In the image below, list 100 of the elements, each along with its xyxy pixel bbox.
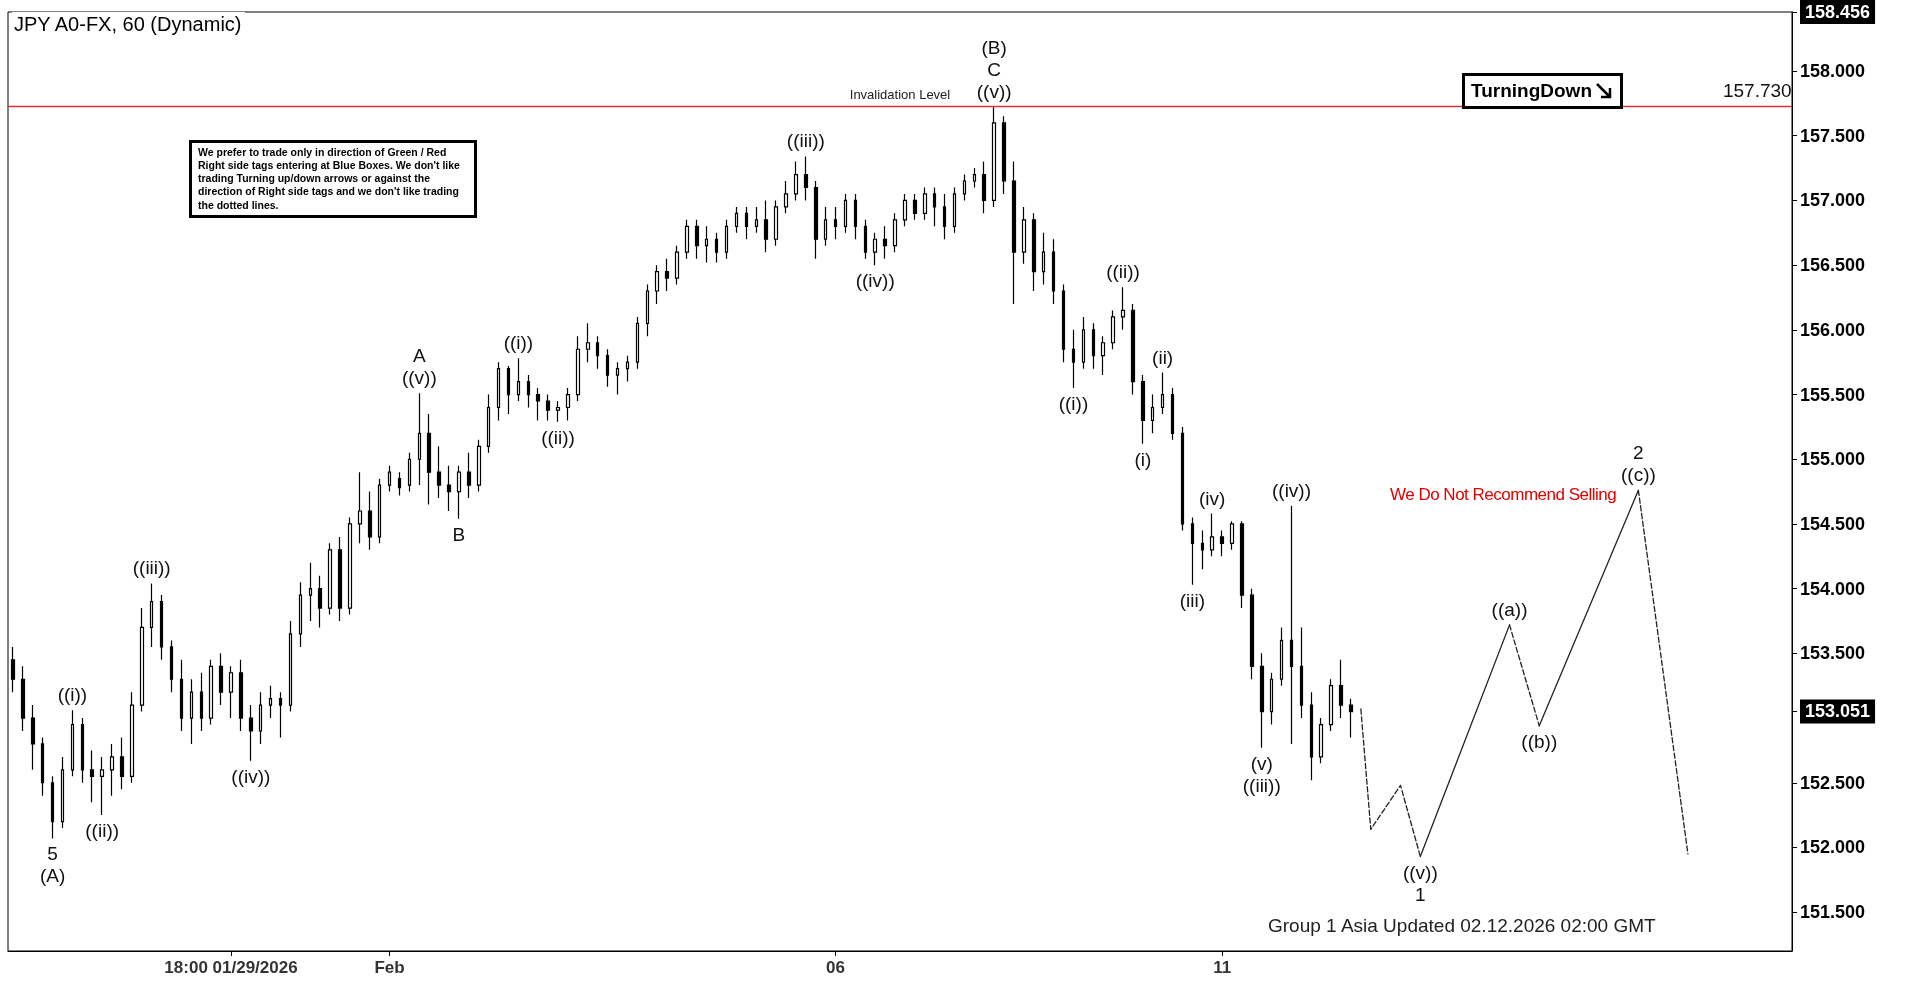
candlestick bbox=[109, 743, 115, 797]
candlestick bbox=[714, 232, 719, 264]
candlestick bbox=[1081, 316, 1086, 370]
candlestick bbox=[635, 316, 640, 370]
candlestick bbox=[367, 490, 373, 551]
candlestick bbox=[387, 465, 392, 493]
candlestick bbox=[417, 392, 422, 486]
annotation: (iv) bbox=[1199, 487, 1226, 509]
candlestick bbox=[863, 219, 868, 260]
candlestick bbox=[70, 709, 75, 777]
candlestick bbox=[347, 516, 353, 616]
candlestick bbox=[317, 575, 323, 629]
candlestick bbox=[327, 542, 333, 616]
candlestick bbox=[1249, 588, 1255, 680]
candlestick bbox=[783, 180, 789, 214]
annotation: We Do Not Recommend Selling bbox=[1390, 485, 1617, 504]
x-tick-label: 11 bbox=[1213, 958, 1232, 977]
candlestick bbox=[238, 659, 244, 732]
y-tick-label: 155.500 bbox=[1800, 384, 1866, 405]
candlestick bbox=[882, 225, 888, 260]
candlestick bbox=[902, 193, 908, 227]
candlestick bbox=[1140, 374, 1146, 445]
candlestick bbox=[337, 536, 343, 622]
annotation: ((v)) bbox=[976, 81, 1012, 103]
candlestick bbox=[684, 219, 690, 260]
annotation: ((i)) bbox=[503, 332, 534, 354]
annotation: ((v)) bbox=[401, 367, 437, 389]
candlestick bbox=[1021, 206, 1027, 265]
candlestick bbox=[981, 161, 987, 214]
candlestick bbox=[1219, 529, 1225, 557]
annotation: TurningDown bbox=[1471, 79, 1593, 103]
candlestick bbox=[397, 471, 402, 497]
annotation: ((a)) bbox=[1491, 598, 1528, 620]
candlestick bbox=[1180, 426, 1185, 532]
candlestick bbox=[208, 659, 214, 726]
candlestick bbox=[1309, 691, 1314, 781]
candlestick bbox=[991, 106, 997, 208]
annotation: We prefer to trade only in direction of Green / Red Right side tags entering at Blue Boxes. We don't like trading Turning up/down arrows or against the direction of Right side tags and we don't like trading the dotted lines. bbox=[198, 146, 460, 211]
candlestick bbox=[199, 672, 204, 732]
candlestick bbox=[1239, 520, 1245, 609]
candlestick bbox=[1041, 232, 1046, 286]
y-tick-label: 153.051 bbox=[1805, 701, 1871, 722]
annotation: ((ii)) bbox=[541, 426, 575, 448]
candlestick bbox=[99, 756, 105, 816]
candlestick bbox=[149, 582, 154, 648]
candlestick bbox=[1170, 387, 1175, 441]
candlestick bbox=[1110, 309, 1116, 350]
candlestick bbox=[268, 685, 273, 719]
annotation: (iii) bbox=[1179, 589, 1206, 611]
candlestick bbox=[1269, 672, 1274, 726]
candlestick bbox=[942, 193, 947, 240]
candlestick bbox=[555, 400, 561, 423]
annotation: (B) bbox=[981, 37, 1007, 59]
candlestick bbox=[10, 646, 16, 693]
candlestick bbox=[496, 361, 501, 422]
candlestick bbox=[506, 365, 511, 415]
candlestick bbox=[1011, 161, 1017, 305]
annotation: Group 1 Asia Updated 02.12.2026 02:00 GMT bbox=[1268, 915, 1656, 936]
candlestick bbox=[1091, 322, 1096, 370]
candlestick bbox=[1259, 652, 1265, 749]
candlestick bbox=[288, 620, 293, 713]
candlestick bbox=[80, 717, 85, 784]
candlestick bbox=[625, 355, 630, 383]
annotation: 1 bbox=[1415, 883, 1426, 905]
candlestick bbox=[704, 225, 709, 264]
candlestick bbox=[952, 186, 957, 234]
annotation: C bbox=[987, 59, 1002, 81]
candlestick bbox=[119, 736, 125, 790]
candlestick bbox=[912, 193, 918, 221]
y-tick-label: 151.500 bbox=[1800, 902, 1866, 923]
candlestick bbox=[1190, 516, 1195, 586]
candlestick bbox=[734, 206, 739, 234]
annotation: ((i)) bbox=[57, 684, 88, 706]
candlestick bbox=[1001, 115, 1007, 195]
candlestick bbox=[744, 206, 749, 240]
x-tick-label: Feb bbox=[374, 958, 405, 977]
annotation: ((b)) bbox=[1521, 730, 1558, 752]
candlestick bbox=[179, 659, 184, 732]
annotation: A bbox=[412, 345, 426, 367]
candlestick bbox=[1160, 371, 1165, 415]
candlestick bbox=[605, 348, 610, 388]
candlestick bbox=[545, 393, 551, 422]
annotation: ((i)) bbox=[1058, 393, 1089, 415]
annotation: (ii) bbox=[1152, 346, 1174, 368]
candlestick bbox=[1200, 529, 1205, 570]
candlestick bbox=[308, 562, 313, 622]
y-tick-label: 156.500 bbox=[1800, 255, 1866, 276]
candlestick bbox=[645, 283, 650, 337]
candlestick bbox=[813, 180, 819, 260]
candlestick bbox=[654, 264, 660, 305]
candlestick bbox=[853, 193, 858, 240]
candlestick bbox=[30, 704, 36, 771]
candlestick bbox=[1051, 238, 1056, 305]
candlestick bbox=[1120, 286, 1126, 331]
candlestick bbox=[189, 678, 194, 745]
annotation: B bbox=[452, 523, 466, 545]
candlestick bbox=[60, 756, 65, 829]
candlestick bbox=[436, 445, 442, 499]
candlestick bbox=[526, 374, 531, 409]
candlestick bbox=[1031, 212, 1037, 292]
